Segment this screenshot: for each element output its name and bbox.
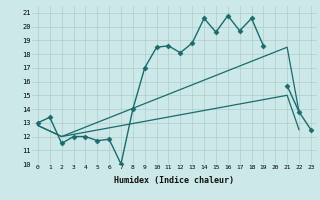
X-axis label: Humidex (Indice chaleur): Humidex (Indice chaleur) xyxy=(115,176,234,185)
